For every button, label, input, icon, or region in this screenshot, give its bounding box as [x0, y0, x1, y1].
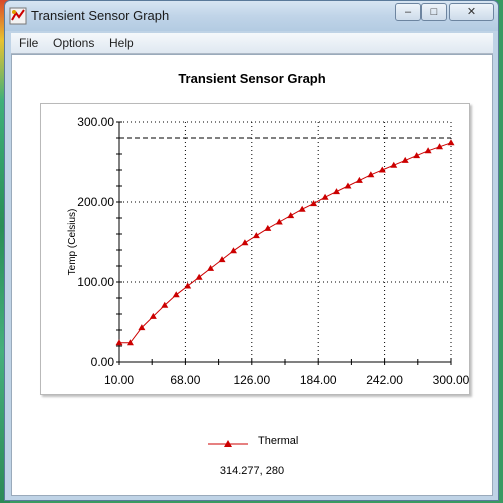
menu-bar: File Options Help [11, 33, 493, 54]
data-point-marker [241, 239, 249, 246]
window-title: Transient Sensor Graph [31, 8, 170, 23]
y-axis-label: Temp (Celsius) [67, 209, 78, 276]
app-window: Transient Sensor Graph – □ ✕ File Option… [4, 0, 499, 501]
data-point-marker [367, 171, 375, 178]
data-point-marker [447, 139, 455, 146]
data-point-marker [138, 324, 146, 331]
data-point-marker [378, 166, 386, 173]
data-point-marker [287, 212, 295, 219]
chart-svg: 10.00 68.00 126.00 184.00 242.00 300.00 0.00 10… [67, 115, 470, 405]
title-bar[interactable]: Transient Sensor Graph – □ ✕ [5, 1, 498, 31]
data-point-marker [355, 176, 363, 183]
x-tick-label: 300.00 [433, 373, 469, 387]
data-point-marker [184, 282, 192, 289]
data-point-marker [413, 152, 421, 159]
data-point-marker [275, 218, 283, 225]
data-point-marker [344, 182, 352, 189]
data-point-marker [149, 312, 157, 319]
data-point-marker [333, 188, 341, 195]
data-point-marker [264, 224, 272, 231]
legend-thermal-swatch [208, 440, 248, 447]
app-icon [9, 7, 27, 25]
x-tick-label: 184.00 [300, 373, 337, 387]
y-tick-label: 200.00 [77, 195, 114, 209]
data-point-marker [310, 200, 318, 207]
data-point-marker [115, 339, 123, 346]
data-point-marker [401, 156, 409, 163]
minimize-button[interactable]: – [395, 3, 421, 21]
data-point-marker [207, 264, 215, 271]
data-point-marker [161, 301, 169, 308]
menu-file[interactable]: File [19, 36, 39, 50]
x-tick-label: 242.00 [366, 373, 403, 387]
menu-help[interactable]: Help [109, 36, 134, 50]
x-tick-label: 126.00 [233, 373, 270, 387]
data-point-marker [424, 147, 432, 154]
x-tick-label: 10.00 [104, 373, 134, 387]
data-point-marker [321, 193, 329, 200]
plot-panel: 10.00 68.00 126.00 184.00 242.00 300.00 0.00 10… [40, 103, 470, 405]
legend-thermal-label: Thermal [258, 435, 299, 447]
close-button[interactable]: ✕ [449, 3, 494, 21]
data-point-marker [218, 256, 226, 263]
data-point-marker [195, 273, 203, 280]
x-tick-label: 68.00 [170, 373, 200, 387]
y-tick-label: 300.00 [77, 115, 114, 129]
data-point-marker [390, 161, 398, 168]
cursor-coordinates: 314.277, 280 [219, 465, 285, 477]
chart-title: Transient Sensor Graph [178, 71, 326, 86]
y-tick-label: 0.00 [91, 355, 115, 369]
data-point-marker [229, 247, 237, 254]
series-line-thermal [119, 142, 452, 344]
data-point-marker [172, 291, 180, 298]
y-tick-label: 100.00 [77, 275, 114, 289]
graph-area: Transient Sensor Graph 10.00 68.00 126.00 1… [11, 54, 493, 496]
data-point-marker [436, 143, 444, 150]
data-point-marker [252, 232, 260, 239]
data-point-marker [298, 205, 306, 212]
menu-options[interactable]: Options [53, 36, 95, 50]
data-point-marker [126, 339, 134, 346]
maximize-button[interactable]: □ [421, 3, 447, 21]
